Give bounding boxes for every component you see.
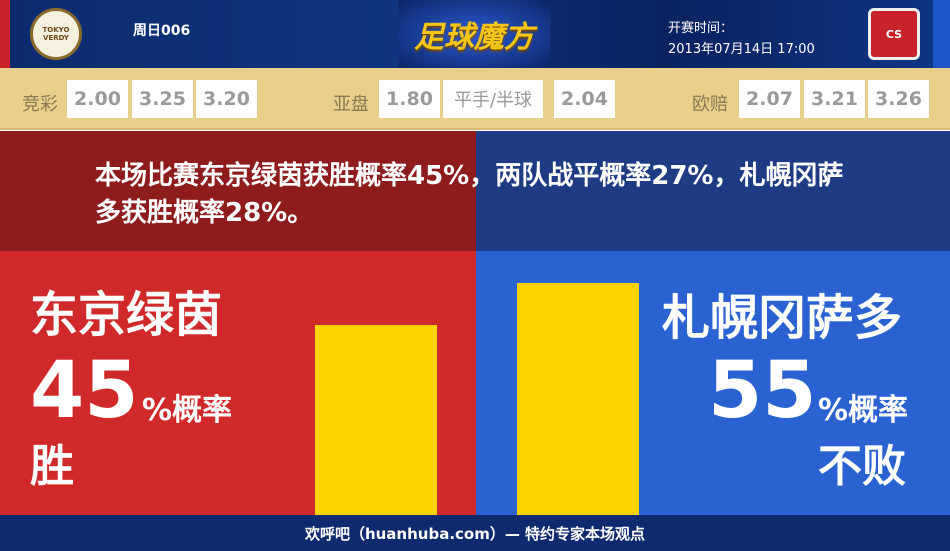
jingcai-odds-draw: 3.25 (132, 80, 193, 118)
home-result: 胜 (30, 441, 74, 492)
home-percent-label: %概率 (142, 393, 233, 428)
asian-odds-away: 2.04 (554, 80, 615, 118)
away-probability-bar (517, 283, 639, 515)
summary-banner-left (0, 131, 476, 251)
footer-text: 欢呼吧（huanhuba.com）— 特约专家本场观点 (304, 524, 646, 543)
asian-label: 亚盘 (333, 94, 369, 115)
away-logo-text: CS (885, 27, 903, 41)
away-team-logo: CS (868, 8, 920, 60)
away-color-strip (933, 0, 950, 68)
prediction-summary: 本场比赛东京绿茵获胜概率45%，两队战平概率27%，札幌冈萨多获胜概率28%。 (95, 161, 844, 228)
home-probability-bar (315, 325, 437, 515)
home-team-name: 东京绿茵 (30, 287, 223, 343)
home-logo-text: TOKYO VERDY (42, 26, 70, 42)
home-color-strip (0, 0, 10, 68)
asian-odds-home: 1.80 (379, 80, 440, 118)
euro-odds-draw: 3.21 (804, 80, 865, 118)
away-percent: 55 (708, 346, 817, 436)
match-number: 周日006 (133, 23, 191, 39)
kickoff-label: 开赛时间： (668, 21, 734, 36)
euro-odds-win: 2.07 (739, 80, 800, 118)
kickoff-time: 2013年07月14日 17:00 (668, 42, 815, 57)
home-team-logo: TOKYO VERDY (30, 8, 82, 60)
brand-logo: 足球魔方 (398, 0, 550, 68)
footer: 欢呼吧（huanhuba.com）— 特约专家本场观点 (0, 515, 950, 551)
home-percent: 45 (30, 346, 139, 436)
jingcai-odds-win: 2.00 (67, 80, 128, 118)
euro-odds-loss: 3.26 (868, 80, 929, 118)
euro-label: 欧赔 (692, 94, 728, 115)
jingcai-label: 竞彩 (22, 94, 58, 115)
away-result: 不败 (818, 441, 906, 492)
summary-banner-right (476, 131, 950, 251)
away-percent-label: %概率 (818, 393, 909, 428)
jingcai-odds-loss: 3.20 (196, 80, 257, 118)
asian-handicap: 平手/半球 (443, 80, 543, 118)
away-team-name: 札幌冈萨多 (662, 290, 903, 346)
